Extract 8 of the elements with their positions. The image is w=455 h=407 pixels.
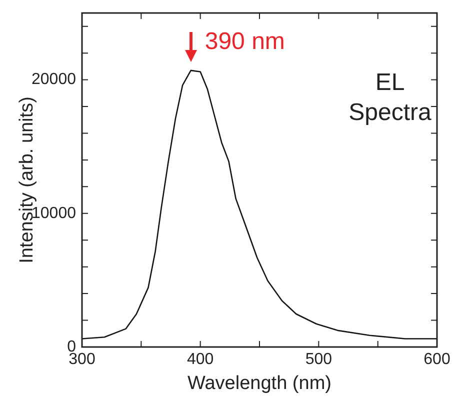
x-tick-label: 400	[186, 351, 214, 368]
x-tick-label: 500	[305, 351, 332, 368]
annotation: EL Spectra	[348, 68, 432, 128]
annotation: 390 nm	[204, 28, 285, 56]
x-axis-title: Wavelength (nm)	[188, 372, 332, 394]
x-tick-label: 600	[424, 351, 450, 368]
y-tick-label: 20000	[32, 71, 76, 88]
x-tick-label: 300	[68, 351, 96, 368]
